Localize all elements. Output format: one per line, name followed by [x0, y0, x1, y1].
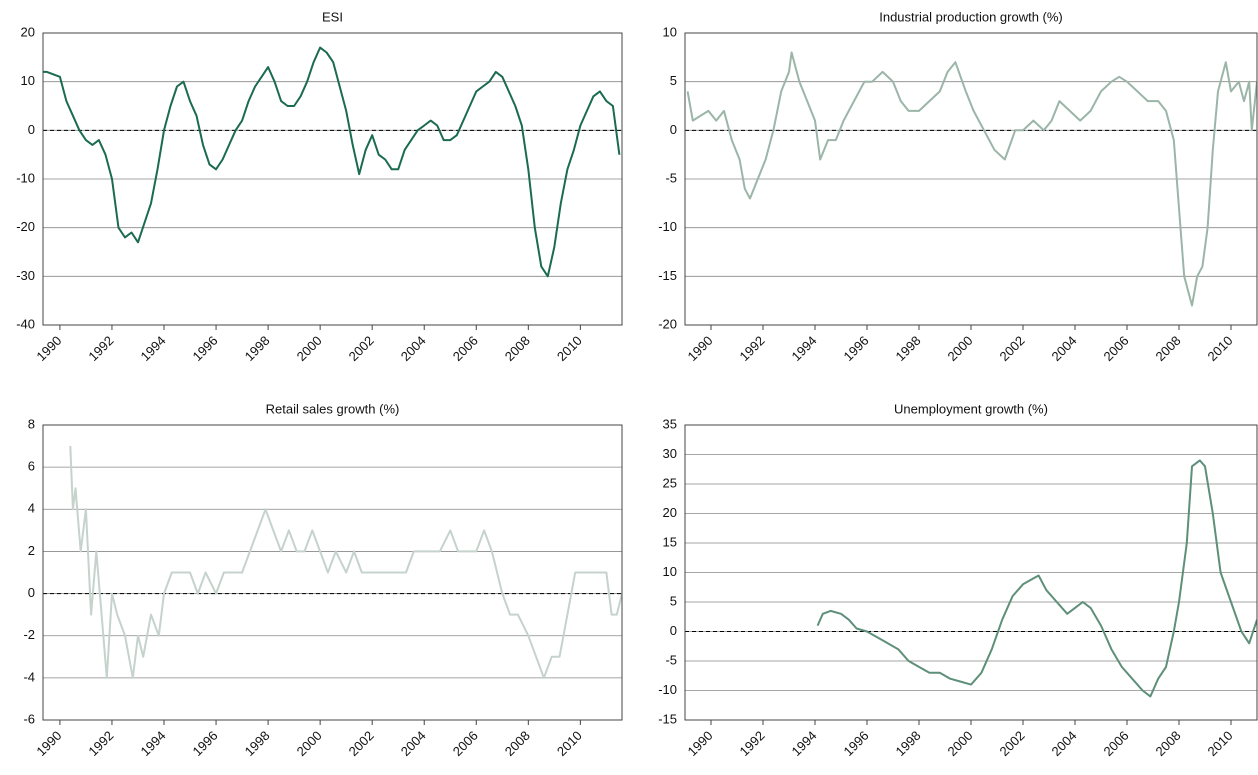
plot-area	[686, 51, 1257, 307]
panel: Industrial production growth (%) -20 -15 -1…	[658, 9, 1258, 364]
x-tick-label: 2008	[1152, 333, 1183, 364]
series-line	[686, 51, 1257, 307]
x-tick-label: 2010	[1204, 333, 1235, 364]
y-tick-label: 10	[21, 73, 35, 88]
x-tick-label: 2010	[1204, 728, 1235, 759]
x-tick-label: 1992	[85, 333, 116, 364]
x-tick-label: 1998	[242, 728, 273, 759]
x-tick-label: 1998	[892, 728, 923, 759]
y-tick-label: 0	[670, 623, 677, 638]
y-tick-label: -30	[16, 268, 35, 283]
x-tick-label: 2000	[944, 728, 975, 759]
y-tick-label: 10	[663, 24, 677, 39]
x-tick-label: 2002	[346, 333, 377, 364]
x-tick-label: 1994	[137, 728, 168, 759]
series-line	[816, 459, 1257, 698]
y-tick-label: -40	[16, 316, 35, 331]
y-tick-label: 20	[663, 505, 677, 520]
y-tick-label: -20	[658, 316, 677, 331]
plot-area	[43, 46, 621, 278]
y-tick-label: -10	[658, 219, 677, 234]
x-tick-label: 2000	[294, 333, 325, 364]
x-tick-label: 1992	[736, 333, 767, 364]
chart-title: Unemployment growth (%)	[894, 401, 1048, 416]
x-tick-label: 1994	[788, 728, 819, 759]
panel: ESI -40 -30 -20 -10 0 10 20 1990 1992 1994 1996 1998…	[16, 9, 623, 364]
x-tick-label: 1996	[190, 333, 221, 364]
y-tick-label: 10	[663, 564, 677, 579]
x-tick-label: 2002	[996, 333, 1027, 364]
y-tick-label: 35	[663, 416, 677, 431]
y-tick-label: 30	[663, 446, 677, 461]
x-tick-label: 1994	[137, 333, 168, 364]
x-tick-label: 1996	[840, 333, 871, 364]
x-tick-label: 2000	[294, 728, 325, 759]
y-tick-label: -2	[23, 627, 35, 642]
x-tick-label: 2006	[1100, 728, 1131, 759]
plot-frame	[684, 424, 1258, 721]
x-tick-label: 2002	[346, 728, 377, 759]
y-tick-label: -6	[23, 711, 35, 726]
x-tick-label: 2004	[1048, 728, 1079, 759]
y-tick-label: 8	[28, 416, 35, 431]
y-tick-label: 4	[28, 501, 35, 516]
y-tick-label: 2	[28, 543, 35, 558]
x-tick-label: 1994	[788, 333, 819, 364]
x-tick-label: 1992	[85, 728, 116, 759]
y-tick-label: 6	[28, 459, 35, 474]
x-tick-label: 1998	[242, 333, 273, 364]
x-tick-label: 2010	[554, 728, 585, 759]
x-tick-label: 2002	[996, 728, 1027, 759]
plot-area	[816, 459, 1257, 698]
y-tick-label: 15	[663, 534, 677, 549]
x-tick-label: 2004	[398, 728, 429, 759]
plot-frame	[42, 32, 623, 326]
chart-title: Industrial production growth (%)	[879, 9, 1063, 24]
x-tick-label: 1990	[33, 333, 64, 364]
y-tick-label: 20	[21, 24, 35, 39]
x-tick-label: 1990	[684, 333, 715, 364]
x-tick-label: 2004	[1048, 333, 1079, 364]
x-tick-label: 2010	[554, 333, 585, 364]
x-tick-label: 2006	[450, 728, 481, 759]
series-line	[43, 46, 621, 278]
y-tick-label: -10	[16, 170, 35, 185]
y-tick-label: -10	[658, 682, 677, 697]
x-tick-label: 1996	[190, 728, 221, 759]
y-tick-label: 0	[28, 585, 35, 600]
plot-frame	[42, 424, 623, 721]
chart-title: Retail sales growth (%)	[266, 401, 400, 416]
y-tick-label: -5	[665, 170, 677, 185]
panel: Retail sales growth (%) -6 -4 -2 0 2 4 6 8 1990 19…	[23, 401, 623, 759]
x-tick-label: 1992	[736, 728, 767, 759]
plot-area	[69, 446, 622, 679]
y-tick-label: -20	[16, 219, 35, 234]
y-tick-label: -4	[23, 669, 35, 684]
y-tick-label: -15	[658, 711, 677, 726]
x-tick-label: 2000	[944, 333, 975, 364]
y-tick-label: 0	[670, 122, 677, 137]
chart-title: ESI	[322, 9, 343, 24]
x-tick-label: 1990	[684, 728, 715, 759]
y-tick-label: -15	[658, 268, 677, 283]
y-tick-label: 5	[670, 593, 677, 608]
x-tick-label: 2008	[1152, 728, 1183, 759]
x-tick-label: 2008	[502, 333, 533, 364]
x-tick-label: 2004	[398, 333, 429, 364]
y-tick-label: 0	[28, 122, 35, 137]
x-tick-label: 1996	[840, 728, 871, 759]
y-tick-label: -5	[665, 652, 677, 667]
x-tick-label: 1990	[33, 728, 64, 759]
plot-frame	[684, 32, 1258, 326]
y-tick-label: 25	[663, 475, 677, 490]
panel: Unemployment growth (%) -15 -10 -5 0 5 10 15 20 2…	[658, 401, 1258, 759]
y-tick-label: 5	[670, 73, 677, 88]
series-line	[69, 446, 622, 679]
x-tick-label: 2008	[502, 728, 533, 759]
x-tick-label: 2006	[450, 333, 481, 364]
x-tick-label: 2006	[1100, 333, 1131, 364]
x-tick-label: 1998	[892, 333, 923, 364]
